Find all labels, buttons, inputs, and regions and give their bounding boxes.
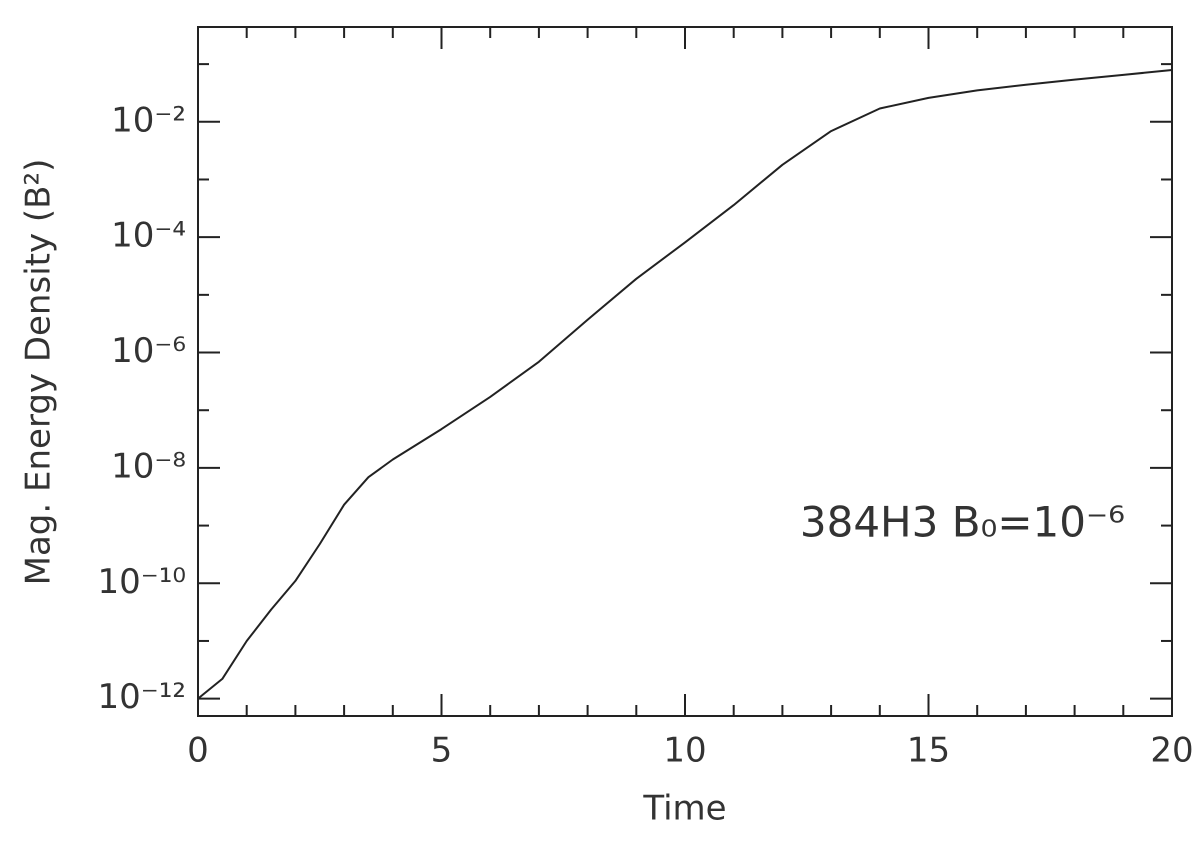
x-tick-label: 15 (907, 731, 950, 771)
y-tick-label: 10⁻¹² (98, 677, 186, 717)
x-tick-label: 0 (187, 731, 209, 771)
x-tick-label: 10 (663, 731, 706, 771)
y-axis-label: Mag. Energy Density (B²) (19, 159, 59, 586)
y-tick-label: 10⁻⁴ (111, 216, 186, 256)
y-tick-label: 10⁻¹⁰ (98, 562, 186, 602)
x-axis-label: Time (642, 789, 726, 829)
y-tick-label: 10⁻⁸ (111, 446, 186, 486)
data-line (197, 69, 1173, 700)
y-tick-label: 10⁻⁶ (111, 331, 186, 371)
y-tick-label: 10⁻² (111, 100, 186, 140)
x-tick-label: 20 (1150, 731, 1193, 771)
annotation: 384H3 B₀=10⁻⁶ (800, 498, 1125, 547)
plot-frame (197, 26, 1173, 717)
x-tick-label: 5 (431, 731, 453, 771)
